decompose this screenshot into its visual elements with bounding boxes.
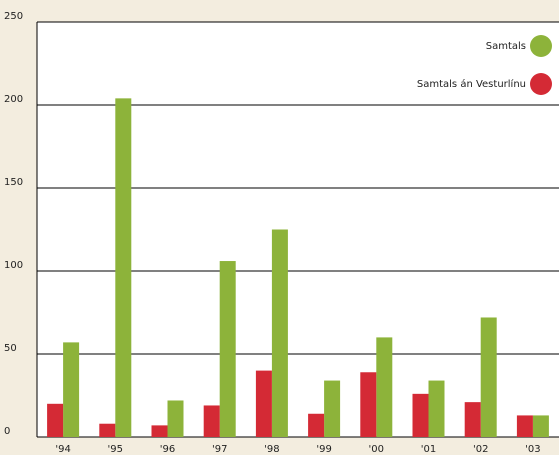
bar (151, 425, 168, 437)
bar (376, 337, 393, 437)
legend-label: Samtals (486, 41, 526, 52)
bar (167, 400, 184, 437)
legend-marker (530, 73, 552, 95)
bar (47, 403, 64, 437)
bar (115, 98, 132, 438)
y-tick-label: 150 (4, 177, 23, 188)
y-tick-label: 250 (4, 11, 23, 22)
bar (428, 380, 445, 437)
bar (324, 380, 341, 437)
x-tick-label: '96 (160, 444, 175, 455)
x-tick-label: '03 (525, 444, 540, 455)
bar (464, 402, 481, 437)
bar (516, 415, 533, 437)
x-tick-label: '95 (108, 444, 123, 455)
bar (308, 413, 325, 437)
x-tick-label: '99 (316, 444, 331, 455)
legend-marker (530, 35, 552, 57)
x-tick-label: '02 (473, 444, 488, 455)
y-tick-label: 50 (4, 343, 17, 354)
x-tick-label: '94 (55, 444, 70, 455)
legend-label: Samtals án Vesturlínu (417, 78, 526, 90)
x-tick-label: '01 (421, 444, 436, 455)
bar (99, 423, 116, 437)
x-tick-label: '97 (212, 444, 227, 455)
bar (203, 405, 220, 437)
x-tick-label: '00 (369, 444, 384, 455)
bar (255, 370, 272, 437)
bar (412, 393, 429, 437)
bar (219, 261, 236, 437)
y-tick-label: 100 (4, 260, 23, 271)
x-tick-label: '98 (264, 444, 279, 455)
bar (480, 317, 497, 437)
y-tick-label: 200 (4, 94, 23, 105)
bar (360, 372, 377, 437)
bar (271, 229, 288, 437)
y-tick-label: 0 (4, 426, 10, 437)
bar (532, 415, 549, 437)
bar (63, 342, 80, 437)
